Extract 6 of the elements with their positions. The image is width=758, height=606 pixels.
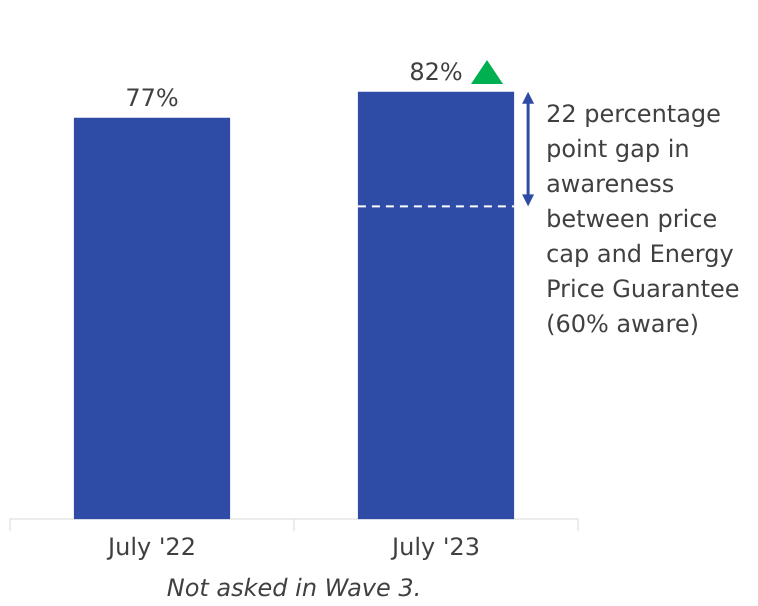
data-label: 82% <box>409 58 463 86</box>
x-tick-label: July '23 <box>390 532 480 561</box>
data-label: 77% <box>125 84 179 112</box>
text: Not asked in Wave 3. <box>166 574 422 602</box>
ref-line-label: 22 percentage point gap in awareness between price cap and Energy Price Guarantee (60% aware) <box>546 100 740 338</box>
x-tick-label: July '22 <box>106 532 196 561</box>
